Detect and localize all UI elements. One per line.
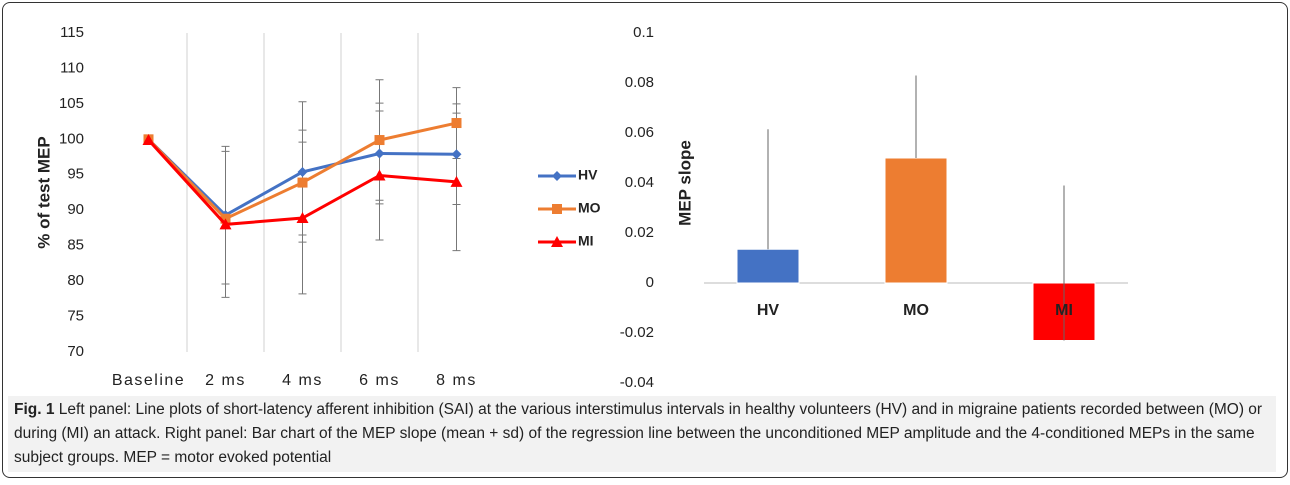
marker <box>451 118 462 129</box>
marker <box>374 135 385 146</box>
y-tick-label: 90 <box>67 201 84 218</box>
y-tick-label: 75 <box>67 308 84 325</box>
legend-label: HV <box>578 167 598 183</box>
y-tick-label: 80 <box>67 272 84 289</box>
legend-label: MO <box>578 200 601 216</box>
marker <box>373 169 386 181</box>
y-tick-label: 70 <box>67 343 84 360</box>
marker <box>142 134 155 146</box>
marker <box>297 166 308 177</box>
x-tick-label: 4 ms <box>282 372 323 389</box>
legend-label: MI <box>578 233 594 249</box>
marker <box>552 171 562 181</box>
x-tick-label: MO <box>903 302 929 319</box>
marker <box>296 212 309 224</box>
x-tick-label: Baseline <box>112 372 185 389</box>
x-tick-label: 2 ms <box>205 372 246 389</box>
y-tick-label: 115 <box>60 24 84 41</box>
y-tick-label: 0.06 <box>625 124 654 141</box>
marker <box>297 177 308 188</box>
x-tick-label: 6 ms <box>359 372 400 389</box>
y-tick-label: 0.04 <box>625 174 654 191</box>
y-tick-label: 0 <box>646 274 654 291</box>
marker <box>374 148 385 159</box>
y-tick-label: 85 <box>67 237 84 254</box>
y-tick-label: -0.04 <box>620 374 654 391</box>
caption: Fig. 1 Left panel: Line plots of short-l… <box>8 396 1276 472</box>
caption-text: Left panel: Line plots of short-latency … <box>14 401 1263 466</box>
marker <box>450 175 463 187</box>
y-tick-label: 0.1 <box>633 24 654 41</box>
y-axis-label: MEP slope <box>675 140 694 226</box>
x-tick-label: MI <box>1055 302 1073 319</box>
marker <box>451 149 462 160</box>
figure-frame <box>2 2 1288 478</box>
y-tick-label: 110 <box>60 59 84 76</box>
y-tick-label: 0.08 <box>625 74 654 91</box>
x-tick-label: HV <box>757 302 780 319</box>
figure: % of test MEP 70 75 80 85 90 95 100 105 110 115 Bas… <box>34 24 1128 391</box>
bar <box>884 157 948 284</box>
y-tick-label: 0.02 <box>625 224 654 241</box>
y-tick-label: 95 <box>67 166 84 183</box>
y-axis-label: % of test MEP <box>34 136 53 248</box>
marker <box>551 236 563 247</box>
y-tick-label: 105 <box>59 95 84 112</box>
caption-label: Fig. 1 <box>14 401 55 418</box>
y-tick-label: -0.02 <box>620 324 654 341</box>
y-tick-label: 100 <box>59 130 84 147</box>
marker <box>552 204 562 214</box>
marker <box>219 218 232 230</box>
bar <box>736 248 800 284</box>
x-tick-label: 8 ms <box>436 372 477 389</box>
